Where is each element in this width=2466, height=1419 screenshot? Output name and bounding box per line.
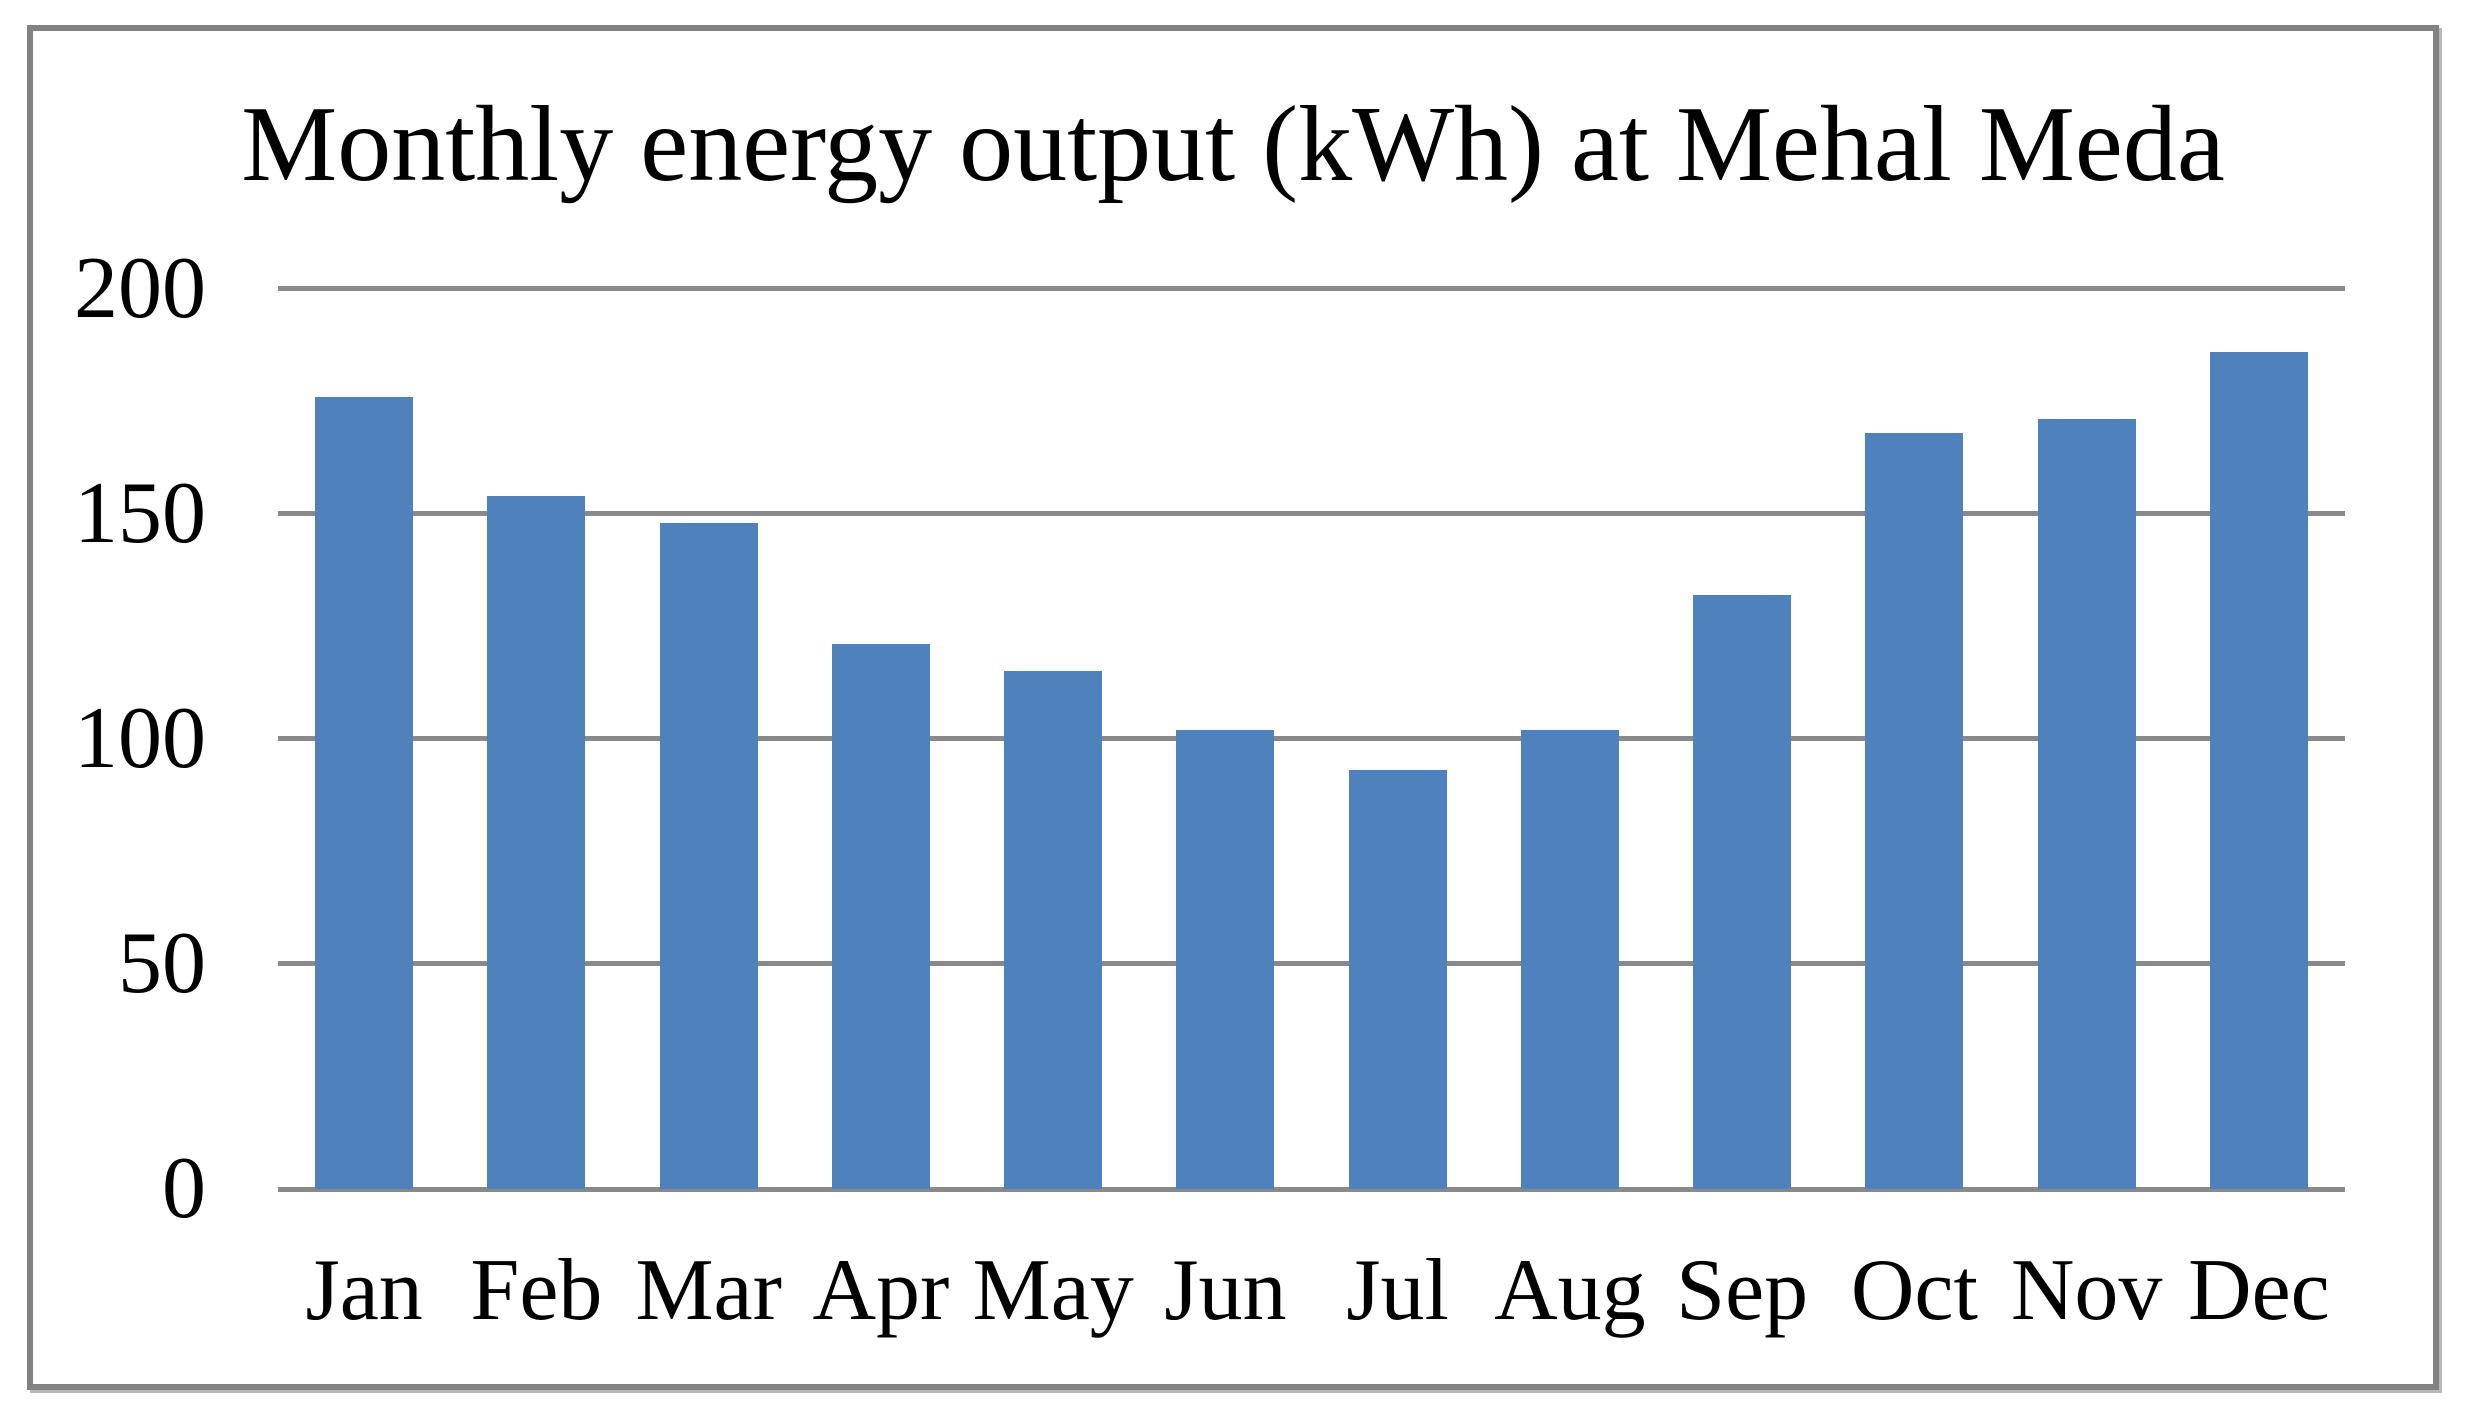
y-tick-label-0: 0 (162, 1140, 206, 1237)
x-tick-label-feb: Feb (470, 1242, 603, 1339)
bar-apr (831, 644, 930, 1189)
bar-nov (2037, 419, 2136, 1189)
y-tick-label-100: 100 (74, 689, 206, 787)
x-tick-label-aug: Aug (1494, 1242, 1646, 1339)
y-tick-label-150: 150 (74, 464, 206, 562)
x-tick-label-jun: Jun (1164, 1242, 1287, 1339)
x-tick-label-mar: Mar (635, 1242, 782, 1339)
x-tick-label-nov: Nov (2010, 1242, 2163, 1339)
y-tick-label-50: 50 (118, 914, 206, 1012)
x-tick-label-apr: Apr (812, 1242, 950, 1339)
bar-jan (315, 396, 414, 1189)
bar-jun (1176, 729, 1275, 1189)
gridline-150 (278, 511, 2345, 517)
chart-title: Monthly energy output (kWh) at Mehal Med… (241, 85, 2225, 204)
bar-dec (2209, 351, 2308, 1189)
bar-oct (1865, 432, 1964, 1189)
x-tick-label-jul: Jul (1346, 1242, 1449, 1339)
gridline-100 (278, 736, 2345, 742)
bar-feb (487, 495, 586, 1189)
bar-aug (1520, 729, 1619, 1189)
bar-may (1004, 671, 1103, 1189)
x-tick-label-jan: Jan (305, 1242, 423, 1339)
y-tick-label-200: 200 (74, 239, 206, 337)
gridline-200 (278, 286, 2345, 291)
x-tick-label-oct: Oct (1850, 1242, 1978, 1339)
bar-sep (1693, 594, 1792, 1189)
bar-mar (659, 522, 758, 1189)
gridline-0 (278, 1186, 2345, 1192)
x-tick-label-dec: Dec (2188, 1242, 2330, 1339)
gridline-50 (278, 961, 2345, 967)
x-tick-label-sep: Sep (1676, 1242, 1809, 1339)
bar-jul (1348, 770, 1447, 1189)
x-tick-label-may: May (972, 1242, 1134, 1339)
